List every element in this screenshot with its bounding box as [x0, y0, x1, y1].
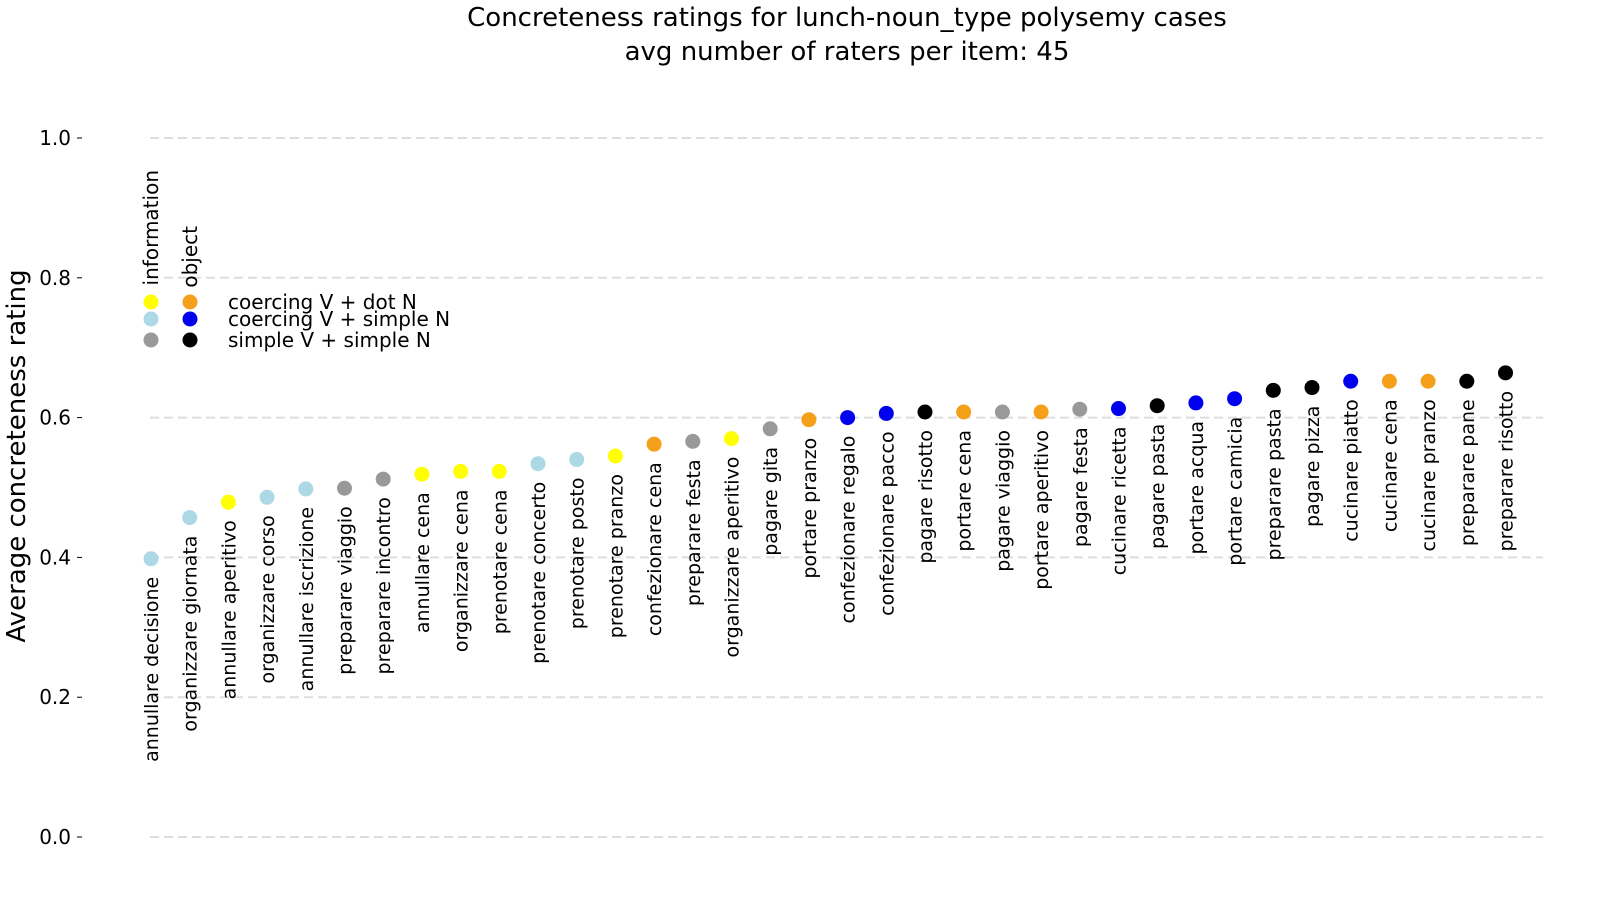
y-tick-label: 0.6 — [39, 406, 71, 430]
legend-label: coercing V + dot N — [228, 290, 417, 314]
legend-marker — [182, 311, 198, 327]
x-tick-label: annullare aperitivo — [218, 520, 240, 699]
x-tick-label: pagare pizza — [1302, 406, 1324, 527]
x-tick-label: portare camicia — [1225, 417, 1247, 566]
legend-column-header: object — [178, 226, 202, 288]
grid-lines — [150, 137, 1543, 838]
legend-label: coercing V + simple N — [228, 307, 450, 331]
x-tick-label: pagare festa — [1070, 427, 1092, 547]
x-tick-label: organizzare aperitivo — [722, 457, 744, 658]
x-tick-label: pagare gita — [760, 447, 782, 556]
y-axis-ticks: 0.0 0.2 0.4 0.6 0.8 1.0 — [39, 126, 82, 849]
legend-marker — [182, 332, 198, 348]
data-point — [646, 436, 662, 452]
data-point — [298, 481, 314, 497]
data-point — [182, 510, 198, 526]
data-point — [1304, 380, 1320, 396]
data-point — [1498, 365, 1513, 381]
data-point — [1149, 398, 1165, 414]
data-point — [1381, 373, 1397, 389]
x-tick-label: annullare decisione — [141, 577, 163, 762]
data-point — [375, 471, 391, 487]
data-point — [1188, 395, 1204, 411]
data-point — [1072, 401, 1088, 417]
data-point — [607, 448, 623, 464]
x-tick-label: pagare pasta — [1147, 424, 1169, 549]
x-tick-label: portare aperitivo — [1031, 430, 1053, 590]
y-tick-label: 0.4 — [39, 545, 71, 569]
x-tick-label: confezionare cena — [644, 462, 666, 636]
legend: information object coercing V + dot Ncoerc… — [139, 170, 450, 352]
legend-marker — [182, 294, 198, 310]
data-point — [453, 463, 469, 479]
x-tick-label: cucinare piatto — [1341, 399, 1363, 542]
x-tick-label: preparare pane — [1457, 399, 1479, 546]
x-tick-label: portare pranzo — [799, 438, 821, 579]
data-point — [917, 404, 933, 420]
data-point — [724, 431, 739, 447]
x-tick-label: pagare viaggio — [992, 430, 1014, 572]
data-point — [259, 489, 275, 505]
data-point — [1459, 373, 1475, 389]
y-tick-label: 0.0 — [39, 825, 71, 849]
x-tick-label: preparare pasta — [1263, 408, 1285, 560]
legend-label: simple V + simple N — [228, 328, 431, 352]
x-tick-labels: annullare decisione organizzare giornata a… — [141, 391, 1518, 762]
data-point — [143, 551, 159, 567]
data-point — [414, 466, 430, 482]
data-point — [1420, 373, 1436, 389]
x-tick-label: organizzare giornata — [180, 536, 202, 732]
y-tick-label: 1.0 — [39, 126, 71, 150]
data-point — [1227, 391, 1243, 407]
x-tick-label: portare acqua — [1186, 421, 1208, 555]
x-tick-label: organizzare corso — [257, 515, 279, 683]
data-point — [1265, 382, 1281, 398]
data-point — [1343, 373, 1359, 389]
data-point — [569, 452, 585, 468]
x-tick-label: prenotare posto — [567, 478, 589, 630]
x-tick-label: confezionare pacco — [876, 431, 898, 615]
data-point — [491, 463, 507, 479]
data-point — [878, 405, 894, 421]
legend-column-header: information — [139, 170, 163, 285]
legend-marker — [143, 311, 159, 327]
chart-subtitle: avg number of raters per item: 45 — [625, 37, 1070, 67]
data-point — [530, 456, 546, 472]
y-axis-label: Average concreteness rating — [2, 269, 32, 642]
chart-title: Concreteness ratings for lunch-noun_type… — [467, 3, 1227, 33]
data-point — [801, 412, 817, 428]
x-tick-label: annullare iscrizione — [296, 507, 318, 691]
x-tick-label: cucinare pranzo — [1418, 399, 1440, 551]
x-tick-label: confezionare regalo — [838, 436, 860, 624]
data-point — [840, 410, 856, 426]
legend-marker — [143, 294, 159, 310]
data-point — [1033, 404, 1049, 420]
data-point — [956, 404, 972, 420]
y-tick-label: 0.2 — [39, 685, 71, 709]
data-point — [220, 494, 236, 510]
data-point — [685, 433, 701, 449]
x-tick-label: annullare cena — [412, 492, 434, 633]
data-point — [337, 480, 352, 496]
x-tick-label: cucinare cena — [1379, 399, 1401, 532]
x-tick-label: organizzare cena — [451, 489, 473, 652]
y-tick-label: 0.8 — [39, 266, 71, 290]
x-tick-label: portare cena — [954, 430, 976, 552]
data-point — [994, 404, 1010, 420]
x-tick-label: pagare risotto — [915, 430, 937, 564]
legend-marker — [143, 332, 159, 348]
x-tick-label: preparare incontro — [373, 497, 395, 674]
x-tick-label: cucinare ricetta — [1109, 427, 1131, 576]
data-point — [762, 421, 778, 437]
x-tick-label: preparare festa — [683, 459, 705, 606]
data-points — [143, 365, 1513, 567]
x-tick-label: prenotare pranzo — [605, 474, 627, 638]
x-tick-label: prenotare concerto — [528, 482, 550, 664]
data-point — [1111, 401, 1126, 417]
x-tick-label: preparare viaggio — [335, 506, 357, 675]
x-tick-label: prenotare cena — [489, 489, 511, 634]
x-tick-label: preparare risotto — [1496, 391, 1518, 552]
